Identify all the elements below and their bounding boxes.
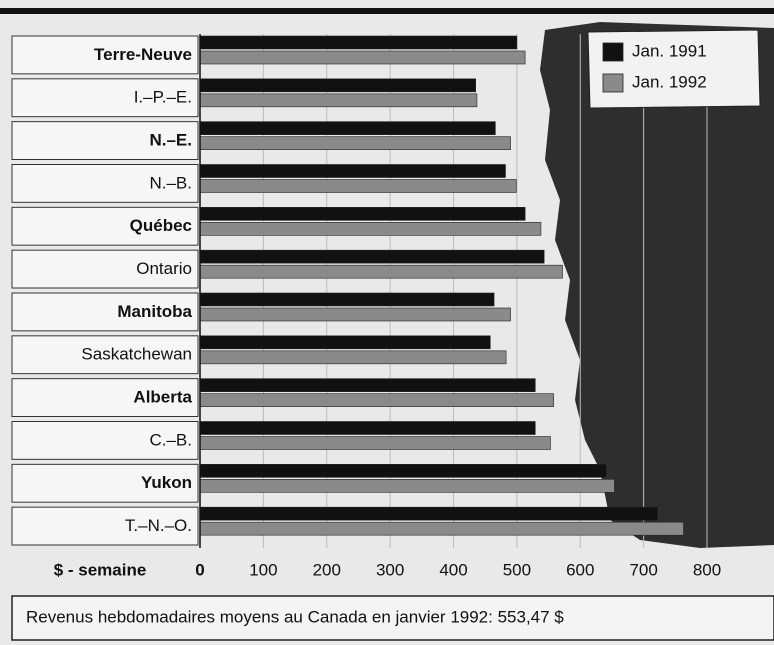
legend-swatch [603,43,623,61]
bar [200,437,550,450]
y-tick-label: Québec [130,216,192,235]
footnote: Revenus hebdomadaires moyens au Canada e… [26,607,564,626]
chart: Revenus hebdomadaires moyens au Canada e… [0,0,774,645]
top-rule [0,8,774,14]
bar [200,351,506,364]
bar [200,336,490,349]
bar [200,36,517,49]
x-tick-label: 400 [439,560,467,579]
bar [200,293,494,306]
legend-label: Jan. 1991 [632,41,707,60]
bar [200,379,535,392]
y-tick-label: Saskatchewan [81,345,192,364]
bar [200,165,505,178]
y-tick-label: C.–B. [149,430,192,449]
bar [200,464,606,477]
y-tick-label: N.–B. [149,173,192,192]
y-tick-label: Alberta [133,388,192,407]
x-axis-label: $ - semaine [54,560,147,579]
x-tick-label: 800 [693,560,721,579]
bar [200,422,535,435]
legend-label: Jan. 1992 [632,72,707,91]
bar [200,94,477,107]
legend-swatch [603,74,623,92]
bar [200,479,614,492]
bar [200,122,495,135]
bar [200,308,511,321]
x-tick-label: 200 [313,560,341,579]
bar [200,265,563,278]
y-tick-label: I.–P.–E. [134,88,192,107]
bar [200,180,516,193]
bar [200,207,525,220]
bar [200,507,658,520]
page: Revenus hebdomadaires moyens au Canada e… [0,0,774,645]
bar [200,222,541,235]
y-tick-label: Manitoba [117,302,192,321]
x-tick-label: 500 [503,560,531,579]
y-tick-label: N.–E. [149,131,192,150]
x-tick-label: 600 [566,560,594,579]
bar [200,137,511,150]
y-tick-label: Ontario [136,259,192,278]
bar [200,394,554,407]
bar [200,250,544,263]
x-tick-label: 100 [249,560,277,579]
x-tick-label: 0 [195,560,204,579]
bar [200,522,684,535]
y-tick-label: Yukon [141,473,192,492]
y-tick-label: Terre-Neuve [94,45,192,64]
x-tick-label: 700 [629,560,657,579]
bar [200,79,476,92]
y-tick-label: T.–N.–O. [125,516,192,535]
x-tick-label: 300 [376,560,404,579]
bar [200,51,525,64]
